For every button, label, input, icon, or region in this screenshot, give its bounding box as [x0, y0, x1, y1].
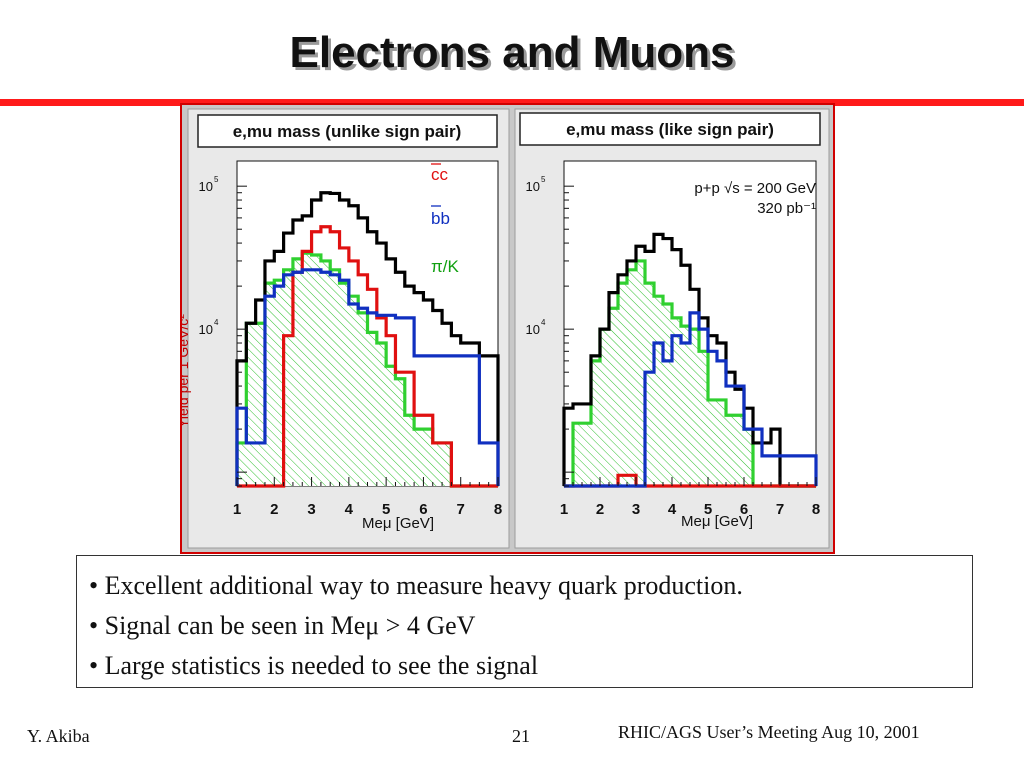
x-tick-label: 5 — [382, 501, 390, 518]
x-tick-label: 2 — [596, 501, 604, 518]
hist-left-total-line — [235, 191, 500, 486]
x-tick-label: 8 — [494, 501, 502, 518]
slide-title: Electrons and Muons — [289, 28, 735, 77]
x-tick-label: 2 — [270, 501, 278, 518]
x-tick-label: 6 — [740, 501, 748, 518]
x-tick-label: 7 — [776, 501, 784, 518]
x-tick-label: 5 — [704, 501, 712, 518]
panel-left-title: e,mu mass (unlike sign pair) — [233, 122, 462, 141]
bullet-item: • Excellent additional way to measure he… — [89, 571, 743, 600]
y-axis-title: Yield per 1 GeV/c² — [182, 314, 191, 428]
hist-left-cc-line — [237, 225, 498, 488]
x-axis-title-right: Meμ [GeV] — [681, 513, 753, 530]
hist-left-π/K-fill — [237, 253, 498, 486]
hist-right-bb-line — [564, 311, 818, 488]
y-tick-exponent: 5 — [214, 175, 219, 184]
energy-annotation: p+p √s = 200 GeV — [694, 180, 816, 197]
hist-left-bb-line — [235, 268, 500, 486]
x-tick-label: 1 — [560, 501, 568, 518]
x-tick-label: 4 — [668, 501, 677, 518]
y-tick-label: 10 — [199, 322, 213, 337]
footer-author: Y. Akiba — [27, 726, 90, 746]
bullet-item: • Large statistics is needed to see the … — [89, 651, 539, 680]
bullet-item: • Signal can be seen in Meμ > 4 GeV — [89, 611, 476, 640]
y-tick-exponent: 4 — [541, 318, 546, 327]
panel-right-title-box — [519, 112, 821, 146]
plot-left-series — [235, 191, 500, 488]
panel-left-title-box — [197, 114, 498, 148]
histogram-canvas: e,mu mass (unlike sign pair) e,mu mass (… — [182, 108, 830, 549]
x-tick-label: 3 — [632, 501, 640, 518]
legend-piK-label: π/K — [431, 257, 459, 276]
x-axis-title-left: Meμ [GeV] — [362, 515, 434, 532]
x-tick-label: 4 — [345, 501, 354, 518]
title-underline-bar — [0, 99, 1024, 106]
legend-bb-label: bb — [431, 209, 450, 228]
y-tick-exponent: 4 — [214, 318, 219, 327]
y-tick-label: 10 — [526, 322, 540, 337]
histogram-figure: e,mu mass (unlike sign pair) e,mu mass (… — [180, 103, 835, 554]
legend: cc bb π/K — [431, 163, 459, 276]
x-tick-label: 8 — [812, 501, 820, 518]
footer-meeting: RHIC/AGS User’s Meeting Aug 10, 2001 — [618, 722, 920, 742]
legend-cc-label: cc — [431, 165, 449, 184]
y-tick-exponent: 5 — [541, 175, 546, 184]
luminosity-annotation: 320 pb⁻¹ — [757, 200, 816, 217]
x-tick-label: 7 — [457, 501, 465, 518]
x-tick-label: 1 — [233, 501, 241, 518]
x-tick-label: 3 — [307, 501, 315, 518]
hist-right-total-line — [562, 232, 816, 488]
x-tick-label: 6 — [419, 501, 427, 518]
bullet-list: • Excellent additional way to measure he… — [76, 555, 973, 688]
y-tick-label: 10 — [199, 179, 213, 194]
panel-right-title: e,mu mass (like sign pair) — [566, 120, 774, 139]
y-tick-label: 10 — [526, 179, 540, 194]
footer-page-number: 21 — [512, 726, 530, 746]
